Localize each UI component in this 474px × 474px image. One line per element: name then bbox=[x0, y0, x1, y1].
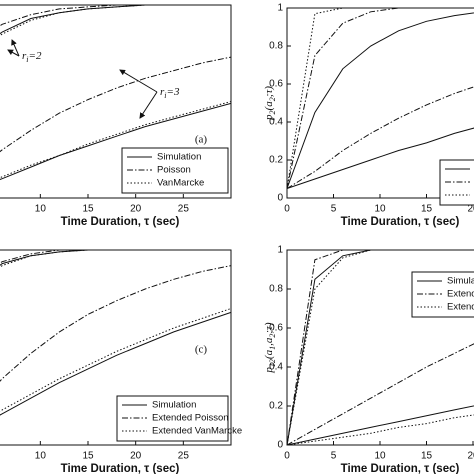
x-axis-title: Time Duration, τ (sec) bbox=[341, 463, 460, 474]
panel-label: (a) bbox=[195, 134, 208, 146]
y-axis-title-part: (a bbox=[263, 101, 275, 111]
y-tick-label: 0.4 bbox=[269, 117, 283, 128]
y-axis-title-part: 2 bbox=[268, 334, 277, 338]
legend-label: Extended Poisson bbox=[447, 289, 474, 300]
x-axis-title: Time Duration, τ (sec) bbox=[341, 216, 460, 228]
legend-label: Extended VanMarcke bbox=[152, 426, 242, 437]
series-line bbox=[0, 4, 231, 35]
x-tick-label: 20 bbox=[130, 451, 142, 462]
y-axis-title-part: 1 bbox=[268, 346, 277, 350]
x-tick-label: 20 bbox=[130, 204, 142, 215]
y-tick-label: 0.2 bbox=[269, 155, 283, 166]
series-line bbox=[0, 4, 231, 27]
series-line bbox=[286, 249, 474, 446]
y-axis-title-part: 2 bbox=[268, 110, 277, 114]
x-tick-label: 20 bbox=[467, 204, 474, 215]
legend-label: Extended Poisson bbox=[152, 413, 229, 424]
y-axis-title-part: p bbox=[263, 367, 275, 374]
panel-label: (c) bbox=[195, 344, 208, 356]
series-line bbox=[286, 7, 474, 189]
series-line bbox=[0, 102, 232, 180]
x-tick-label: 0 bbox=[284, 451, 290, 462]
legend-label: Simulation bbox=[447, 276, 474, 287]
annotation-part: i bbox=[26, 55, 28, 64]
annotation-arrow bbox=[11, 39, 20, 57]
series-line bbox=[286, 127, 474, 189]
annotation-part: i bbox=[164, 91, 166, 100]
y-tick-label: 0.4 bbox=[269, 362, 283, 373]
legend-label: Poisson bbox=[157, 165, 191, 176]
y-tick-label: 1 bbox=[277, 245, 283, 256]
y-tick-label: 0 bbox=[277, 440, 283, 451]
x-tick-label: 15 bbox=[82, 204, 94, 215]
series-line bbox=[0, 249, 231, 264]
y-axis-title-part: p bbox=[263, 114, 275, 121]
y-axis-title-part: ,a bbox=[263, 337, 275, 346]
annotation: ri=2 bbox=[22, 50, 42, 65]
series-line bbox=[286, 414, 474, 446]
x-tick-label: 15 bbox=[421, 451, 433, 462]
y-tick-label: 0.6 bbox=[269, 323, 283, 334]
series-line bbox=[0, 56, 232, 153]
annotation-arrow bbox=[119, 69, 158, 93]
series-line bbox=[0, 249, 231, 269]
x-tick-label: 25 bbox=[178, 451, 190, 462]
legend-label: Simulation bbox=[157, 152, 201, 163]
x-tick-label: 10 bbox=[35, 451, 47, 462]
x-tick-label: 0 bbox=[284, 204, 290, 215]
annotation-part: r bbox=[22, 50, 27, 62]
y-axis-title-part: ;τ) bbox=[263, 322, 275, 334]
series-line bbox=[0, 101, 232, 179]
x-tick-label: 25 bbox=[178, 204, 190, 215]
x-tick-label: 20 bbox=[467, 451, 474, 462]
y-tick-label: 0.6 bbox=[269, 79, 283, 90]
annotation-arrow bbox=[139, 91, 158, 119]
legend-label: Extended VanMarcke bbox=[447, 302, 474, 313]
y-tick-label: 0.2 bbox=[269, 401, 283, 412]
x-tick-label: 10 bbox=[35, 204, 47, 215]
annotation-part: r bbox=[160, 86, 165, 98]
x-tick-label: 5 bbox=[331, 451, 337, 462]
series-line bbox=[286, 343, 474, 446]
series-line bbox=[286, 12, 474, 189]
y-axis-title-part: ;τ) bbox=[263, 86, 275, 98]
series-line bbox=[0, 249, 231, 266]
legend-label: Simulation bbox=[152, 400, 196, 411]
x-tick-label: 15 bbox=[82, 451, 94, 462]
y-tick-label: 0.8 bbox=[269, 284, 283, 295]
x-tick-label: 5 bbox=[331, 204, 337, 215]
y-tick-label: 1 bbox=[277, 3, 283, 14]
y-axis-title: p2(a2;τ) bbox=[263, 86, 278, 121]
series-line bbox=[0, 311, 232, 416]
y-tick-label: 0 bbox=[277, 193, 283, 204]
y-axis-title-part: 12 bbox=[268, 359, 277, 367]
x-tick-label: 10 bbox=[374, 204, 386, 215]
y-tick-label: 0.8 bbox=[269, 41, 283, 52]
y-axis-title-part: 2 bbox=[268, 97, 277, 101]
annotation-part: =3 bbox=[167, 86, 180, 98]
annotation-arrow bbox=[7, 49, 20, 57]
x-tick-label: 15 bbox=[421, 204, 433, 215]
annotation: ri=3 bbox=[160, 86, 180, 101]
x-axis-title: Time Duration, τ (sec) bbox=[61, 216, 180, 228]
series-line bbox=[286, 86, 474, 189]
legend-label: VanMarcke bbox=[157, 178, 204, 189]
y-axis-title: p12(a1,a2;τ) bbox=[263, 322, 278, 374]
series-line bbox=[286, 405, 474, 446]
x-axis-title: Time Duration, τ (sec) bbox=[61, 463, 180, 474]
series-line bbox=[286, 249, 474, 446]
annotation-part: =2 bbox=[29, 50, 42, 62]
x-tick-label: 10 bbox=[374, 451, 386, 462]
y-axis-title-part: (a bbox=[263, 349, 275, 359]
series-line bbox=[0, 4, 231, 37]
